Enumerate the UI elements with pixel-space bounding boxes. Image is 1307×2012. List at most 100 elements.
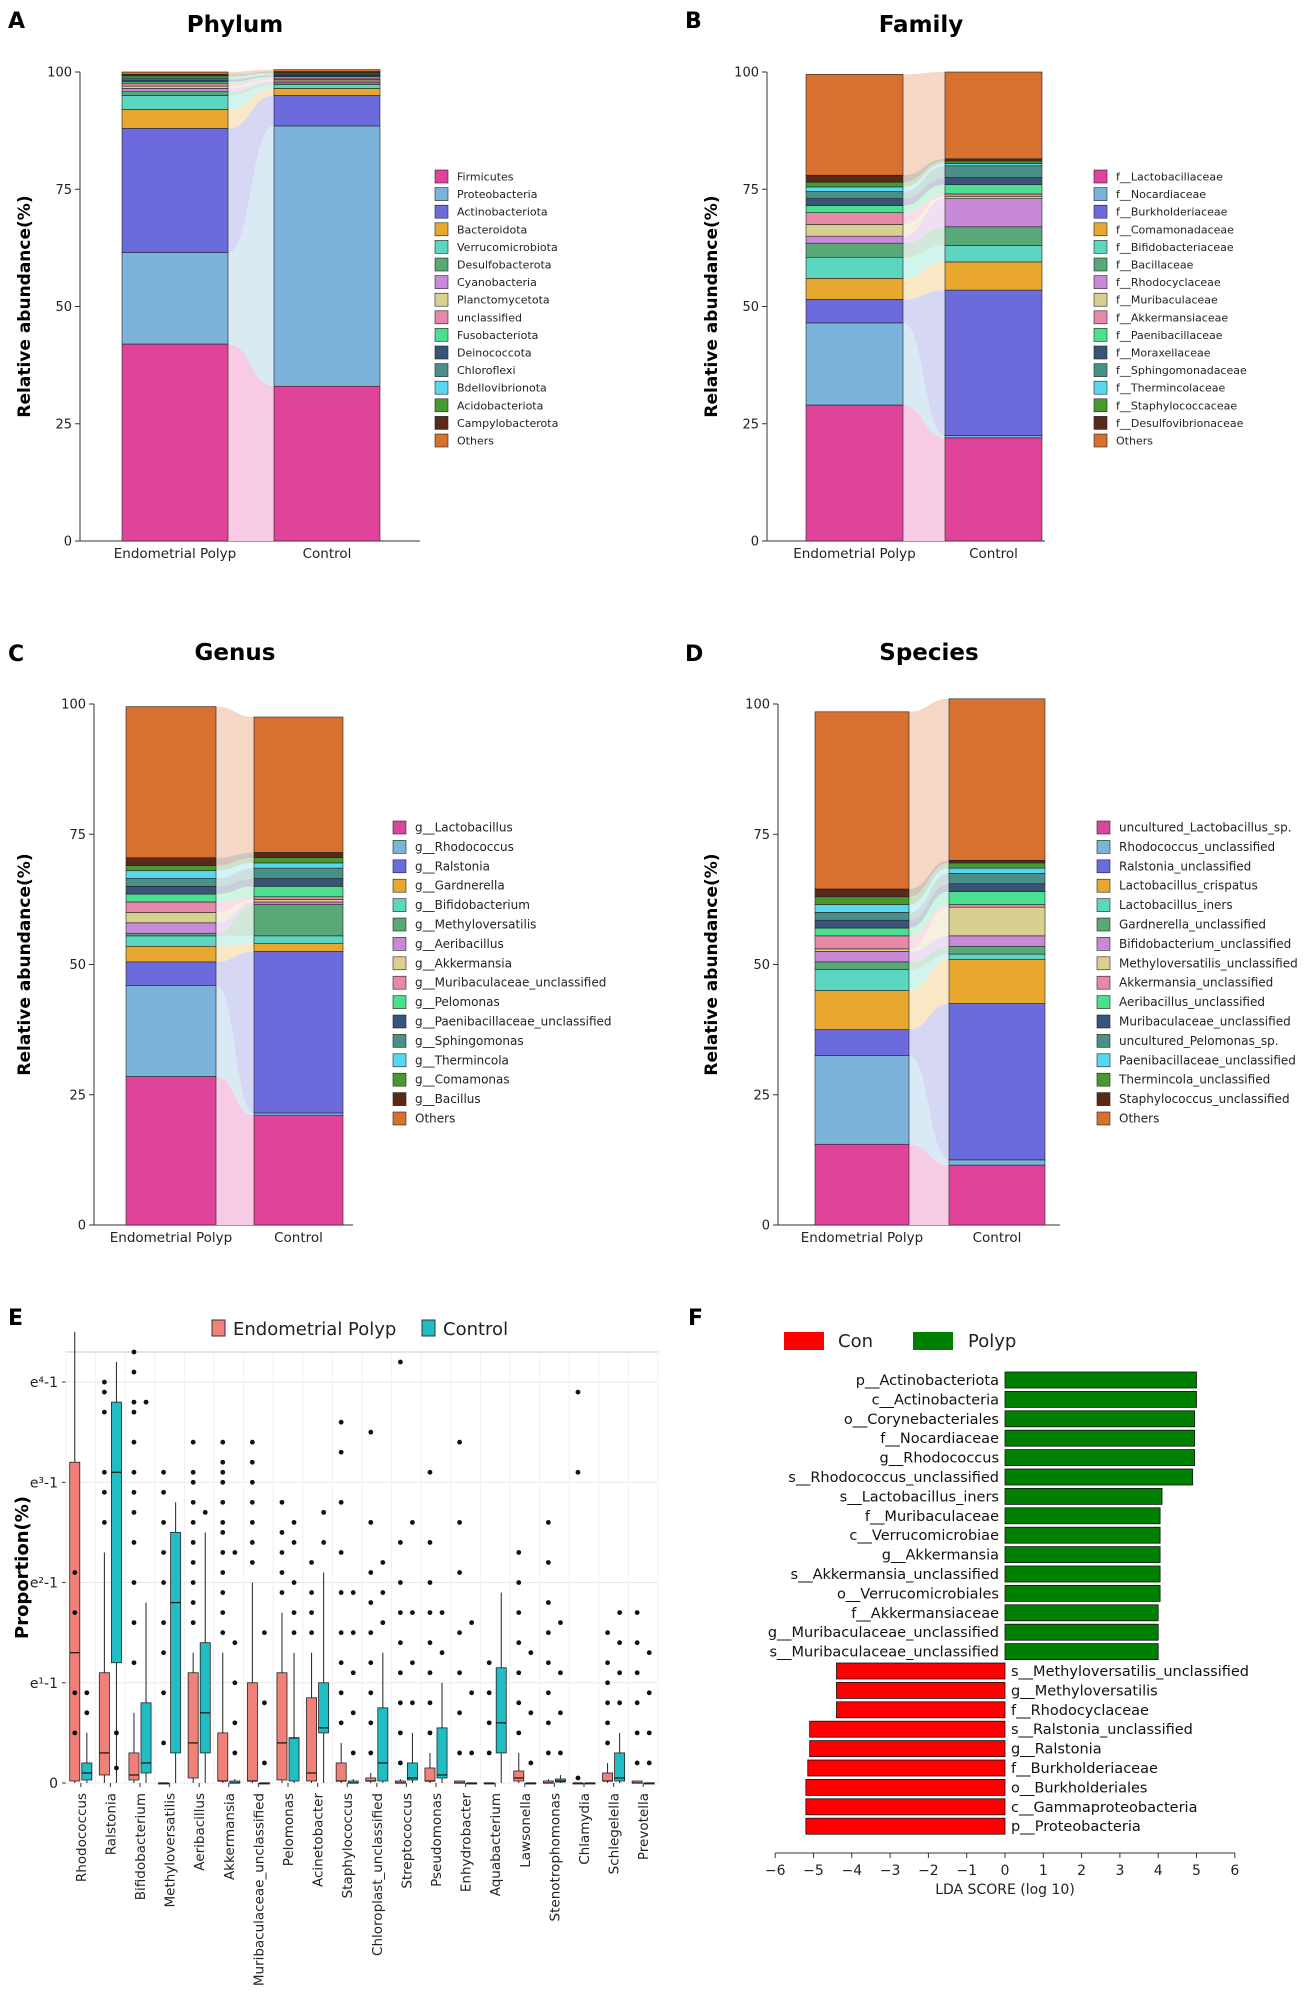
y-tick-label: 0 — [762, 1219, 770, 1234]
outlier-prevotella-polyp — [634, 1670, 640, 1676]
bar-segment-f-moraxellaceae-control — [944, 177, 1043, 185]
flow-g-muribaculaceae-unclassified — [216, 896, 254, 913]
legend-label: f__Bifidobacteriaceae — [1116, 241, 1234, 254]
legend-label: g__Comamonas — [415, 1073, 510, 1087]
lda-bar-s-lactobacillus-iners — [1004, 1488, 1163, 1505]
y-tick-label: e¹-1 — [30, 1676, 58, 1692]
lda-bar-label: c__Actinobacteria — [872, 1392, 999, 1408]
legend-swatch-methyloversatilis-unclassified — [1096, 956, 1111, 971]
outlier-bifidobacterium-polyp — [131, 1660, 137, 1666]
box-lawsonella-polyp — [513, 1770, 525, 1782]
outlier-enhydrobacter-polyp — [457, 1710, 462, 1716]
bar-segment-actinobacteriota-polyp — [121, 127, 229, 253]
bar-segment-f-nocardiaceae-polyp — [805, 322, 904, 406]
x-tick-label: Methyloversatilis — [163, 1793, 179, 1908]
x-tick-label: 5 — [1192, 1863, 1201, 1879]
outlier-pelomonas-control — [291, 1610, 297, 1616]
bar-segment-bifidobacterium-unclassified-control — [948, 935, 1046, 947]
outlier-aquabacterium-polyp — [486, 1690, 492, 1696]
flow-f-staphylococcaceae — [903, 161, 945, 187]
box-staphylococcus-polyp — [335, 1762, 347, 1782]
legend-label: Bdellovibrionota — [457, 382, 547, 395]
flow-f-thermincolaceae — [903, 163, 945, 192]
legend-label: Thermincola_unclassified — [1118, 1073, 1270, 1087]
flow-f-rhodocyclaceae — [903, 198, 945, 244]
legend-swatch-chloroflexi — [434, 363, 449, 377]
outlier-schlegelella-polyp — [605, 1720, 610, 1726]
outlier-lawsonella-control — [528, 1710, 534, 1716]
outlier-pelomonas-polyp — [279, 1530, 285, 1535]
outlier-lawsonella-polyp — [516, 1610, 522, 1616]
outlier-akkermansia-polyp — [220, 1469, 226, 1475]
outlier-aeribacillus-polyp — [190, 1519, 196, 1525]
panel-d: D Species 0 25 50 75 100 Relative abundance(%) E… — [685, 640, 1298, 1246]
bar-segment-planctomycetota-polyp — [121, 85, 229, 89]
legend-swatch-g-methyloversatilis — [392, 917, 407, 932]
bar-segment-firmicutes-control — [273, 385, 381, 542]
flow-campylobacterota — [228, 71, 274, 76]
bar-segment-g-paenibacillaceae-unclassified-control — [253, 878, 344, 887]
bar-segment-methyloversatilis-unclassified-polyp — [814, 948, 910, 952]
outlier-methyloversatilis-polyp — [161, 1690, 166, 1696]
outlier-methyloversatilis-polyp — [161, 1740, 166, 1746]
y-tick-label: 0 — [49, 1776, 58, 1792]
outlier-schlegelella-polyp — [605, 1680, 610, 1686]
flow-g-comamonas — [216, 857, 254, 871]
outlier-lawsonella-polyp — [516, 1730, 522, 1736]
legend-label: Polyp — [968, 1331, 1016, 1352]
legend-swatch-cyanobacteria — [434, 275, 449, 289]
outlier-aeribacillus-polyp — [190, 1560, 196, 1565]
legend-label: Firmicutes — [457, 171, 514, 184]
legend-label: uncultured_Pelomonas_sp. — [1119, 1034, 1279, 1048]
outlier-acinetobacter-polyp — [309, 1560, 314, 1565]
box-rhodococcus-control — [81, 1762, 93, 1781]
outlier-staphylococcus-control — [350, 1670, 356, 1676]
outlier-enhydrobacter-polyp — [457, 1570, 462, 1575]
flow-planctomycetota — [228, 79, 274, 89]
legend-label: f__Muribaculaceae — [1116, 294, 1218, 307]
bar-segment-f-akkermansiaceae-control — [944, 193, 1043, 197]
bar-segment-f-burkholderiaceae-control — [944, 289, 1043, 436]
outlier-pseudomonas-control — [439, 1610, 445, 1616]
outlier-stenotrophomonas-polyp — [545, 1630, 551, 1636]
lda-bar-p-proteobacteria — [805, 1817, 1006, 1835]
flow-f-moraxellaceae — [903, 177, 945, 206]
lda-bar-label: f__Muribaculaceae — [865, 1509, 999, 1525]
outlier-muribaculaceae-unclassified-control — [262, 1760, 267, 1766]
lda-bar-s-methyloversatilis-unclassified — [836, 1662, 1006, 1680]
outlier-staphylococcus-control — [350, 1710, 356, 1716]
outlier-bifidobacterium-polyp — [131, 1580, 137, 1585]
lda-bar-label: s__Ralstonia_unclassified — [1011, 1722, 1193, 1738]
outlier-streptococcus-polyp — [397, 1730, 403, 1736]
outlier-pelomonas-control — [291, 1580, 297, 1585]
legend-label: f__Thermincolaceae — [1116, 382, 1226, 395]
panel-label: C — [8, 642, 24, 667]
x-tick-label: −5 — [803, 1863, 824, 1879]
outlier-streptococcus-control — [410, 1610, 415, 1616]
legend-swatch-bacteroidota — [434, 222, 449, 237]
lda-bar-g-rhodococcus — [1004, 1449, 1195, 1466]
box-aeribacillus-control — [199, 1642, 211, 1754]
outlier-enhydrobacter-polyp — [457, 1630, 462, 1636]
x-tick-label: Endometrial Polyp — [110, 1230, 233, 1246]
lda-bar-label: s__Methyloversatilis_unclassified — [1011, 1664, 1249, 1680]
x-tick-label: 1 — [1039, 1863, 1048, 1879]
y-tick-label: 25 — [55, 417, 72, 432]
lda-bar-f-muribaculaceae — [1004, 1507, 1161, 1525]
bar-segment-f-muribaculaceae-control — [944, 195, 1043, 199]
y-tick-label: 0 — [64, 535, 72, 550]
outlier-akkermansia-polyp — [220, 1439, 226, 1445]
chart-title: Species — [879, 640, 978, 666]
flow-rhodococcus-unclassified — [909, 1055, 949, 1166]
x-tick-label: Endometrial Polyp — [801, 1230, 924, 1246]
bar-segment-staphylococcus-unclassified-polyp — [814, 888, 910, 898]
lda-bar-label: s__Rhodococcus_unclassified — [788, 1470, 999, 1486]
outlier-bifidobacterium-polyp — [131, 1620, 137, 1626]
legend-label: Lactobacillus_crispatus — [1119, 879, 1258, 893]
legend-label: Others — [415, 1112, 455, 1126]
legend-swatch-verrucomicrobiota — [434, 240, 449, 254]
bar-segment-f-bifidobacteriaceae-polyp — [805, 256, 904, 279]
legend-swatch-f-paenibacillaceae — [1093, 328, 1108, 342]
legend-label: uncultured_Lactobacillus_sp. — [1119, 821, 1292, 835]
